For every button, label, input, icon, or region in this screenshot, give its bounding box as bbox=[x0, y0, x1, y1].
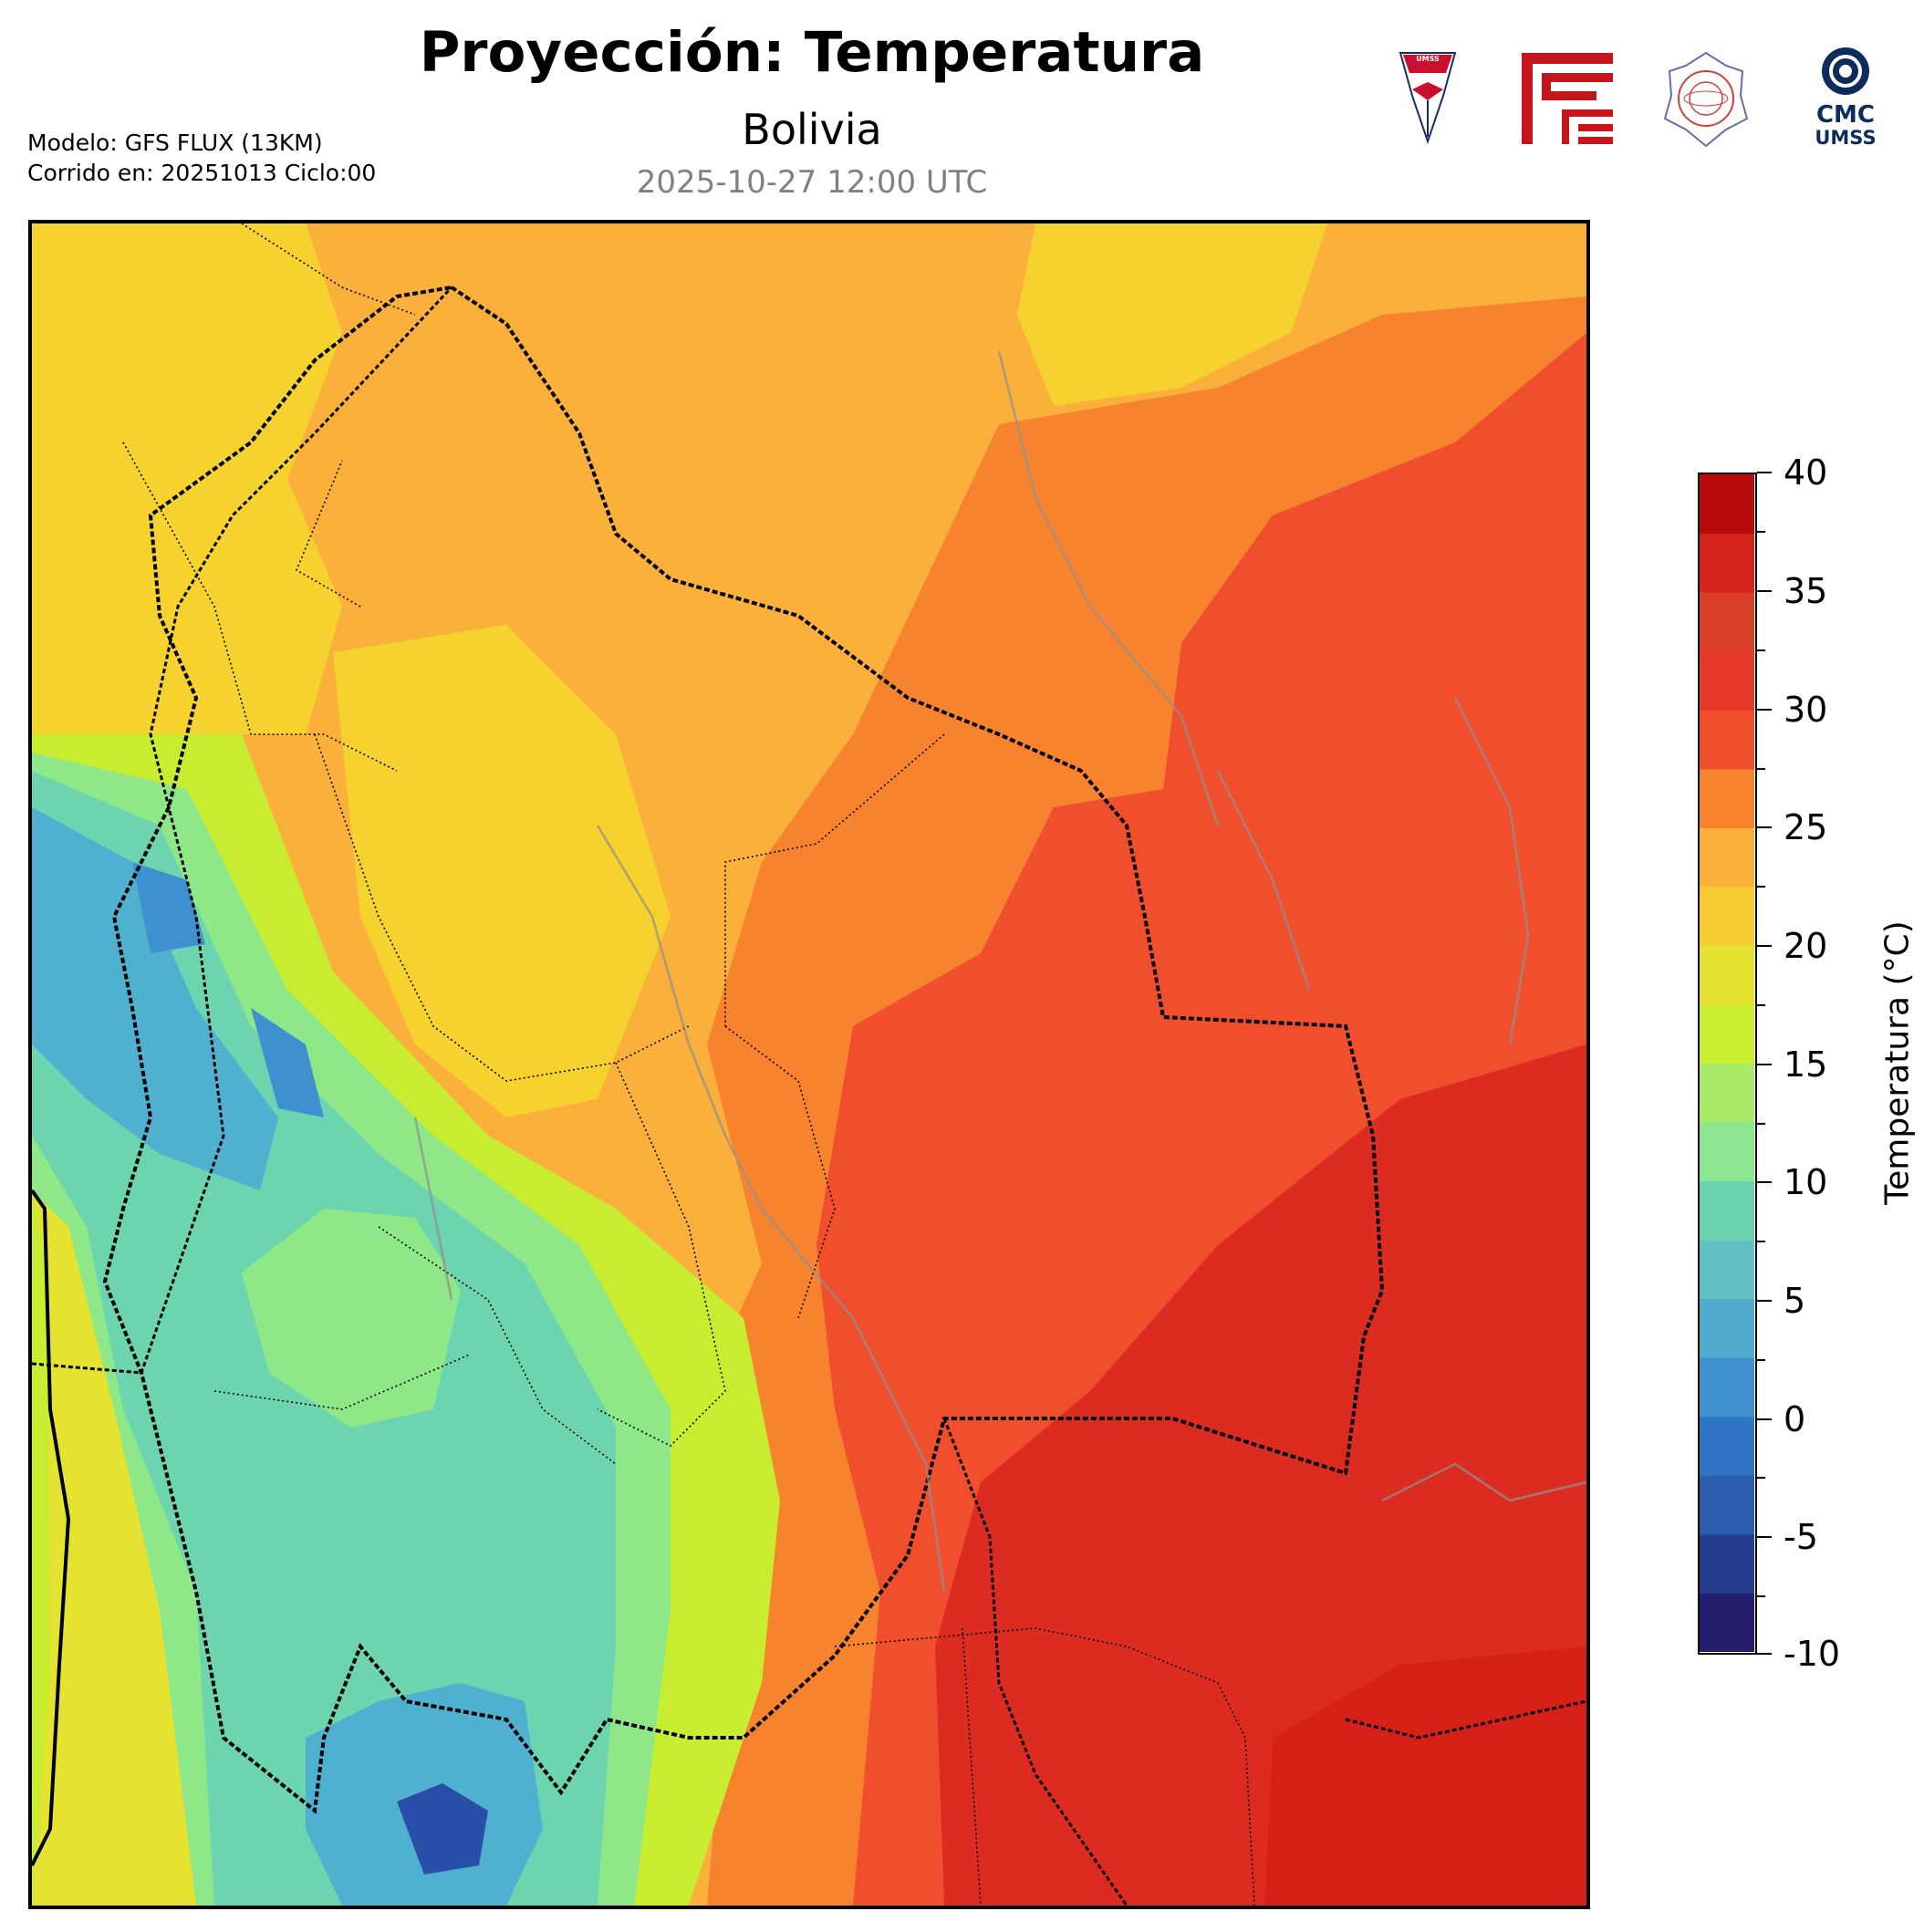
page-title: Proyección: Temperatura bbox=[419, 20, 1205, 85]
colorbar-tick bbox=[1757, 1300, 1772, 1302]
temp-zone-cold-north bbox=[132, 862, 324, 1117]
colorbar-band bbox=[1700, 1240, 1754, 1300]
region-subtitle: Bolivia bbox=[742, 105, 882, 154]
temp-zone-yellow-north bbox=[32, 223, 342, 734]
colorbar-label: Temperatura (°C) bbox=[1878, 920, 1917, 1205]
colorbar-tick-label: 30 bbox=[1784, 690, 1828, 730]
colorbar-tick bbox=[1757, 1181, 1772, 1183]
ocean-strip bbox=[32, 1190, 50, 1906]
colorbar-tick-label: -10 bbox=[1784, 1634, 1841, 1674]
logo-strip: UMSS CMC UMSS bbox=[1396, 46, 1907, 160]
colorbar-minor-tick bbox=[1757, 1477, 1765, 1479]
colorbar-tick bbox=[1757, 709, 1772, 711]
colorbar-tick bbox=[1757, 590, 1772, 592]
colorbar-tick-label: 0 bbox=[1784, 1399, 1806, 1439]
colorbar-band bbox=[1700, 710, 1754, 770]
colorbar-tick bbox=[1757, 472, 1772, 473]
svg-text:CMC: CMC bbox=[1816, 101, 1875, 129]
colorbar-tick bbox=[1757, 1653, 1772, 1655]
colorbar-band bbox=[1700, 1298, 1754, 1358]
colorbar-tick-label: 25 bbox=[1784, 807, 1828, 847]
colorbar-band bbox=[1700, 592, 1754, 652]
colorbar-minor-tick bbox=[1757, 1359, 1765, 1361]
department-boundary bbox=[122, 223, 1255, 1906]
temp-zone-cool bbox=[32, 807, 278, 1190]
colorbar-band bbox=[1700, 1533, 1754, 1594]
run-line: Corrido en: 20251013 Ciclo:00 bbox=[27, 160, 377, 186]
colorbar-tick bbox=[1757, 1536, 1772, 1538]
colorbar-band bbox=[1700, 945, 1754, 1005]
colorbar-band bbox=[1700, 1180, 1754, 1241]
model-info: Modelo: GFS FLUX (13KM) Corrido en: 2025… bbox=[27, 128, 376, 188]
colorbar-band bbox=[1700, 1122, 1754, 1182]
temperature-map bbox=[28, 220, 1590, 1909]
colorbar-band bbox=[1700, 650, 1754, 711]
colorbar-band bbox=[1700, 533, 1754, 593]
temp-zone-deepred bbox=[1264, 1646, 1586, 1906]
colorbar-tick-label: -5 bbox=[1784, 1517, 1818, 1557]
colorbar bbox=[1698, 473, 1757, 1655]
colorbar-tick-label: 20 bbox=[1784, 926, 1828, 966]
colorbar-tick bbox=[1757, 1064, 1772, 1065]
colorbar-tick-label: 35 bbox=[1784, 571, 1828, 611]
forecast-datetime: 2025-10-27 12:00 UTC bbox=[636, 164, 988, 201]
colorbar-minor-tick bbox=[1757, 1004, 1765, 1006]
colorbar-band bbox=[1700, 886, 1754, 946]
colorbar-minor-tick bbox=[1757, 1595, 1765, 1597]
colorbar-minor-tick bbox=[1757, 886, 1765, 888]
umss-shield-icon: UMSS bbox=[1399, 52, 1457, 145]
river bbox=[413, 350, 1586, 1593]
temp-zone-coast bbox=[32, 1190, 196, 1906]
colorbar-minor-tick bbox=[1757, 1123, 1765, 1125]
colorbar-band bbox=[1700, 827, 1754, 888]
colorbar-band bbox=[1700, 1003, 1754, 1064]
colorbar-tick bbox=[1757, 1418, 1772, 1420]
chile-coast bbox=[32, 1189, 71, 1866]
colorbar-band bbox=[1700, 1475, 1754, 1535]
svg-text:UMSS: UMSS bbox=[1815, 127, 1876, 149]
colorbar-tick bbox=[1757, 826, 1772, 828]
departamento-fisica-seal-icon bbox=[1663, 51, 1749, 148]
cmc-gear-icon: CMC UMSS bbox=[1815, 47, 1877, 149]
colorbar-band bbox=[1700, 474, 1754, 535]
colorbar-tick-label: 40 bbox=[1784, 452, 1828, 493]
colorbar-tick bbox=[1757, 945, 1772, 947]
peru-border bbox=[32, 286, 453, 1375]
temp-zone-green-inner bbox=[242, 1209, 461, 1428]
temp-zone-yellow-northeast bbox=[1017, 223, 1327, 406]
colorbar-tick-label: 10 bbox=[1784, 1162, 1828, 1202]
red-maze-icon bbox=[1522, 53, 1613, 144]
brazil-border bbox=[1345, 1699, 1586, 1740]
colorbar-minor-tick bbox=[1757, 1241, 1765, 1242]
colorbar-band bbox=[1700, 1416, 1754, 1476]
colorbar-band bbox=[1700, 1357, 1754, 1418]
temp-zone-cold bbox=[397, 1783, 488, 1875]
colorbar-band bbox=[1700, 768, 1754, 828]
colorbar-tick-label: 5 bbox=[1784, 1281, 1806, 1321]
colorbar-minor-tick bbox=[1757, 649, 1765, 651]
colorbar-minor-tick bbox=[1757, 531, 1765, 533]
colorbar-tick-label: 15 bbox=[1784, 1044, 1828, 1085]
svg-text:UMSS: UMSS bbox=[1416, 55, 1440, 63]
colorbar-band bbox=[1700, 1593, 1754, 1652]
paraguay-border bbox=[942, 1418, 1128, 1906]
model-line: Modelo: GFS FLUX (13KM) bbox=[27, 130, 323, 156]
colorbar-minor-tick bbox=[1757, 768, 1765, 770]
colorbar-band bbox=[1700, 1063, 1754, 1123]
